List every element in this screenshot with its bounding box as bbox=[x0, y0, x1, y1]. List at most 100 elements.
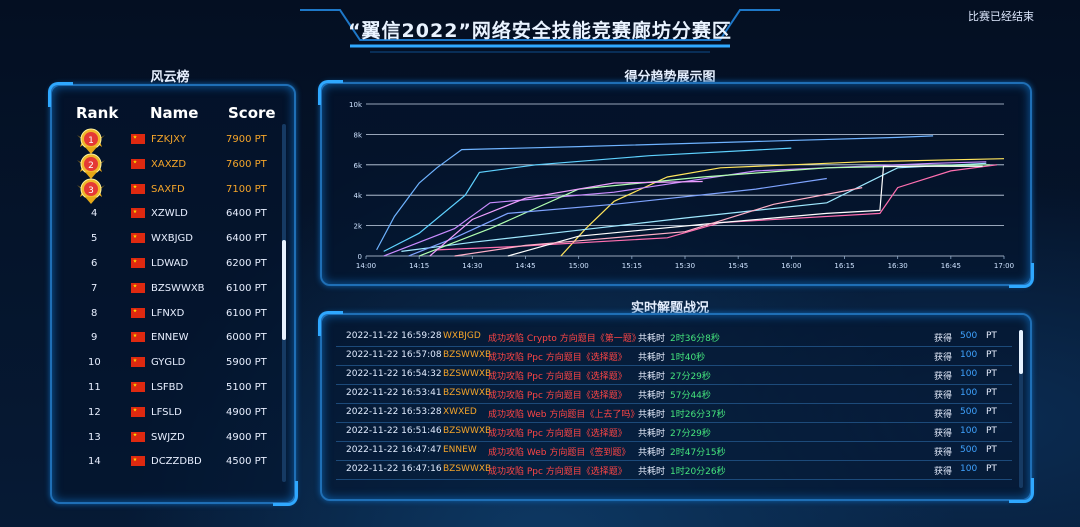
team-score: 7100 PT bbox=[226, 183, 267, 195]
flag-icon bbox=[131, 282, 145, 293]
leaderboard-row[interactable]: 6 LDWAD 6200 PT bbox=[60, 252, 280, 276]
page-title: “翼信2022”网络安全技能竞赛廊坊分赛区 bbox=[348, 20, 732, 42]
leaderboard-scrollbar[interactable] bbox=[282, 124, 286, 482]
team-name: ENNEW bbox=[151, 332, 189, 344]
leaderboard-row[interactable]: 2 XAXZD 7600 PT bbox=[60, 153, 280, 179]
feed-row: 2022-11-22 16:54:32 BZSWWXB 成功攻陷 Ppc 方向题… bbox=[336, 365, 1012, 385]
feed-duration-label: 共耗时 bbox=[638, 391, 666, 401]
x-tick-label: 14:00 bbox=[356, 262, 376, 270]
feed-get-label: 获得 bbox=[934, 410, 953, 420]
leaderboard-row[interactable]: 3 SAXFD 7100 PT bbox=[60, 178, 280, 204]
feed-scroll-thumb[interactable] bbox=[1019, 330, 1023, 374]
feed-get-label: 获得 bbox=[934, 467, 953, 477]
feed-row: 2022-11-22 16:47:47 ENNEW 成功攻陷 Web 方向题目《… bbox=[336, 441, 1012, 461]
leaderboard-row[interactable]: 5 WXBJGD 6400 PT bbox=[60, 227, 280, 251]
y-tick-label: 4k bbox=[353, 192, 362, 200]
feed-points: 500 bbox=[960, 445, 978, 455]
flag-icon bbox=[131, 233, 145, 244]
feed-duration-label: 共耗时 bbox=[638, 410, 666, 420]
team-score: 4900 PT bbox=[226, 431, 267, 443]
feed-unit: PT bbox=[986, 331, 997, 341]
score-trend-chart: 0 2k 4k 6k 8k 10k 14:00 14:15 14:30 14:45 15:00 15:… bbox=[349, 101, 1014, 270]
leaderboard-header: Rank Name Score bbox=[60, 104, 280, 128]
series-line bbox=[436, 164, 997, 251]
leaderboard-row[interactable]: 8 LFNXD 6100 PT bbox=[60, 302, 280, 326]
feed-duration-label: 共耗时 bbox=[638, 429, 666, 439]
team-score: 6400 PT bbox=[226, 233, 267, 245]
feed-get-label: 获得 bbox=[934, 448, 953, 458]
feed-row: 2022-11-22 16:51:46 BZSWWXB 成功攻陷 Ppc 方向题… bbox=[336, 422, 1012, 442]
team-score: 4500 PT bbox=[226, 456, 267, 468]
leaderboard-row[interactable]: 12 LFSLD 4900 PT bbox=[60, 401, 280, 425]
rank-number: 2 bbox=[88, 161, 94, 171]
feed-get-label: 获得 bbox=[934, 334, 953, 344]
leaderboard-row[interactable]: 7 BZSWWXB 6100 PT bbox=[60, 277, 280, 301]
leaderboard-row[interactable]: 1 FZKJXY 7900 PT bbox=[60, 128, 280, 154]
x-tick-label: 16:15 bbox=[834, 262, 854, 270]
feed-row: 2022-11-22 16:53:41 BZSWWXB 成功攻陷 Ppc 方向题… bbox=[336, 384, 1012, 404]
x-tick-label: 15:45 bbox=[728, 262, 748, 270]
leaderboard-row[interactable]: 9 ENNEW 6000 PT bbox=[60, 326, 280, 350]
feed-duration: 2时47分15秒 bbox=[670, 448, 726, 458]
team-name: XZWLD bbox=[151, 208, 188, 220]
contest-status[interactable]: 比赛已经结束 bbox=[968, 10, 1034, 23]
rank-number: 5 bbox=[91, 233, 98, 245]
feed-row: 2022-11-22 16:47:16 BZSWWXB 成功攻陷 Ppc 方向题… bbox=[336, 460, 1012, 480]
leaderboard-row[interactable]: 13 SWJZD 4900 PT bbox=[60, 426, 280, 450]
leaderboard-row[interactable]: 4 XZWLD 6400 PT bbox=[60, 202, 280, 226]
x-tick-label: 14:45 bbox=[515, 262, 535, 270]
rank-number: 14 bbox=[88, 456, 101, 468]
y-tick-label: 0 bbox=[358, 253, 362, 261]
flag-icon bbox=[131, 208, 145, 219]
feed-team: BZSWWXB bbox=[443, 464, 492, 474]
team-score: 6000 PT bbox=[226, 332, 267, 344]
feed-duration: 1时20分26秒 bbox=[670, 467, 726, 477]
leaderboard-scroll-thumb[interactable] bbox=[282, 240, 286, 340]
feed-action: 成功攻陷 Ppc 方向题目《选择题》 bbox=[488, 391, 627, 401]
feed-points: 100 bbox=[960, 388, 978, 398]
leaderboard-row[interactable]: 11 LSFBD 5100 PT bbox=[60, 376, 280, 400]
x-tick-label: 16:45 bbox=[941, 262, 961, 270]
medal-icon: 2 bbox=[77, 153, 105, 179]
y-tick-label: 6k bbox=[353, 162, 362, 170]
col-score: Score bbox=[228, 104, 276, 122]
col-name: Name bbox=[150, 104, 199, 122]
feed-unit: PT bbox=[986, 350, 997, 360]
x-tick-label: 15:00 bbox=[569, 262, 589, 270]
team-name: LDWAD bbox=[151, 258, 189, 269]
flag-icon bbox=[131, 307, 145, 318]
team-name: XAXZD bbox=[151, 158, 187, 170]
team-score: 7600 PT bbox=[226, 158, 267, 170]
trend-title: 得分趋势展示图 bbox=[624, 70, 716, 85]
rank-number: 11 bbox=[88, 382, 101, 393]
feed-time: 2022-11-22 16:51:46 bbox=[346, 426, 442, 436]
feed-time: 2022-11-22 16:47:16 bbox=[346, 464, 442, 474]
series-line bbox=[408, 177, 827, 257]
feed-panel bbox=[318, 311, 1034, 503]
feed-team: ENNEW bbox=[443, 445, 477, 455]
team-name: BZSWWXB bbox=[151, 282, 205, 294]
feed-action: 成功攻陷 Web 方向题目《签到题》 bbox=[488, 448, 631, 458]
feed-scrollbar[interactable] bbox=[1019, 330, 1023, 488]
flag-icon bbox=[131, 382, 145, 392]
rank-number: 6 bbox=[91, 258, 98, 269]
x-tick-label: 16:00 bbox=[781, 262, 801, 270]
rank-number: 4 bbox=[91, 208, 98, 220]
leaderboard-title: 风云榜 bbox=[150, 70, 190, 85]
series-line bbox=[383, 161, 987, 257]
team-score: 5100 PT bbox=[226, 382, 267, 393]
flag-icon bbox=[131, 258, 145, 268]
x-tick-label: 16:30 bbox=[888, 262, 908, 270]
feed-duration: 27分29秒 bbox=[670, 429, 711, 439]
feed-row: 2022-11-22 16:57:08 BZSWWXB 成功攻陷 Ppc 方向题… bbox=[336, 346, 1012, 366]
leaderboard-row[interactable]: 14 DCZZDBD 4500 PT bbox=[60, 450, 280, 474]
y-tick-label: 10k bbox=[349, 101, 363, 109]
trend-panel bbox=[318, 80, 1034, 288]
team-name: LFNXD bbox=[151, 307, 185, 319]
feed-points: 100 bbox=[960, 426, 978, 436]
feed-action: 成功攻陷 Ppc 方向题目《选择题》 bbox=[488, 353, 627, 363]
feed-time: 2022-11-22 16:54:32 bbox=[346, 369, 442, 379]
feed-points: 500 bbox=[960, 407, 978, 417]
rank-number: 7 bbox=[91, 282, 98, 294]
leaderboard-row[interactable]: 10 GYGLD 5900 PT bbox=[60, 351, 280, 375]
